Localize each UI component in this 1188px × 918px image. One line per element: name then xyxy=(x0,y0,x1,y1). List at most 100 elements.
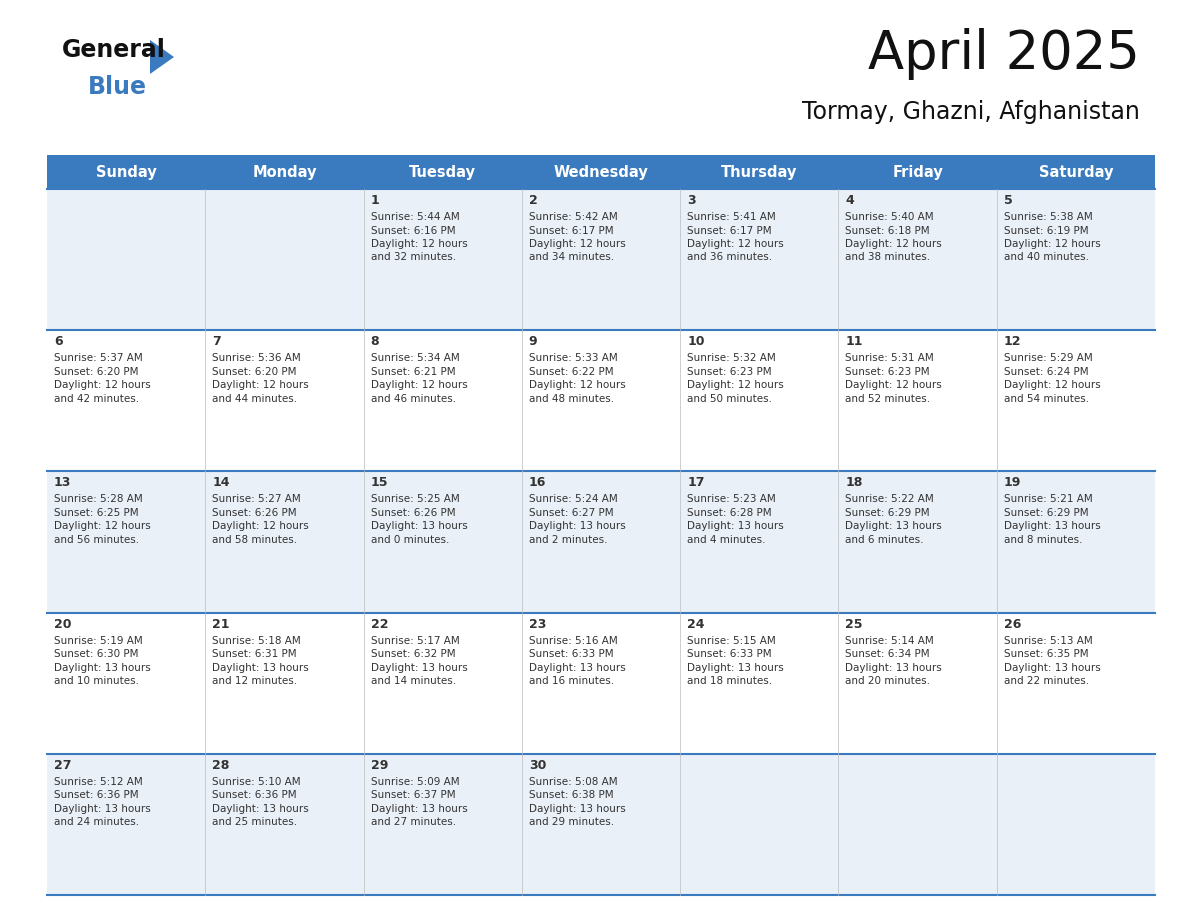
Bar xyxy=(839,330,997,472)
Bar xyxy=(997,189,1155,330)
Text: and 10 minutes.: and 10 minutes. xyxy=(53,676,139,686)
Text: Sunrise: 5:31 AM: Sunrise: 5:31 AM xyxy=(846,353,934,364)
Text: Sunrise: 5:12 AM: Sunrise: 5:12 AM xyxy=(53,777,143,787)
Text: and 50 minutes.: and 50 minutes. xyxy=(687,394,772,404)
Text: Sunset: 6:29 PM: Sunset: 6:29 PM xyxy=(1004,508,1088,518)
Text: and 54 minutes.: and 54 minutes. xyxy=(1004,394,1089,404)
Bar xyxy=(839,612,997,754)
Text: Sunrise: 5:44 AM: Sunrise: 5:44 AM xyxy=(371,212,460,222)
Text: Sunrise: 5:36 AM: Sunrise: 5:36 AM xyxy=(213,353,301,364)
Text: 19: 19 xyxy=(1004,476,1022,489)
Text: April 2025: April 2025 xyxy=(868,28,1140,80)
Text: Daylight: 13 hours: Daylight: 13 hours xyxy=(846,521,942,532)
Text: and 22 minutes.: and 22 minutes. xyxy=(1004,676,1089,686)
Text: Sunrise: 5:38 AM: Sunrise: 5:38 AM xyxy=(1004,212,1093,222)
Text: and 29 minutes.: and 29 minutes. xyxy=(529,817,614,827)
Bar xyxy=(48,472,206,612)
Text: Sunrise: 5:09 AM: Sunrise: 5:09 AM xyxy=(371,777,460,787)
Text: Blue: Blue xyxy=(88,75,147,99)
Bar xyxy=(364,155,522,189)
Text: Daylight: 13 hours: Daylight: 13 hours xyxy=(529,521,626,532)
Bar xyxy=(681,155,839,189)
Text: Sunset: 6:28 PM: Sunset: 6:28 PM xyxy=(687,508,772,518)
Bar xyxy=(206,754,364,895)
Text: Daylight: 12 hours: Daylight: 12 hours xyxy=(846,239,942,249)
Text: Sunrise: 5:29 AM: Sunrise: 5:29 AM xyxy=(1004,353,1093,364)
Text: Sunrise: 5:15 AM: Sunrise: 5:15 AM xyxy=(687,635,776,645)
Text: Sunset: 6:36 PM: Sunset: 6:36 PM xyxy=(53,790,139,800)
Bar xyxy=(364,754,522,895)
Text: and 6 minutes.: and 6 minutes. xyxy=(846,535,924,545)
Text: Tuesday: Tuesday xyxy=(409,164,476,180)
Text: 22: 22 xyxy=(371,618,388,631)
Text: Sunday: Sunday xyxy=(96,164,157,180)
Text: Sunrise: 5:13 AM: Sunrise: 5:13 AM xyxy=(1004,635,1093,645)
Text: Daylight: 13 hours: Daylight: 13 hours xyxy=(687,663,784,673)
Text: Sunrise: 5:18 AM: Sunrise: 5:18 AM xyxy=(213,635,301,645)
Text: and 56 minutes.: and 56 minutes. xyxy=(53,535,139,545)
Text: Daylight: 12 hours: Daylight: 12 hours xyxy=(846,380,942,390)
Text: 13: 13 xyxy=(53,476,71,489)
Text: 28: 28 xyxy=(213,759,229,772)
Text: Sunset: 6:25 PM: Sunset: 6:25 PM xyxy=(53,508,139,518)
Text: Daylight: 13 hours: Daylight: 13 hours xyxy=(687,521,784,532)
Text: Sunset: 6:22 PM: Sunset: 6:22 PM xyxy=(529,366,613,376)
Bar xyxy=(997,754,1155,895)
Text: Daylight: 13 hours: Daylight: 13 hours xyxy=(529,804,626,813)
Text: and 36 minutes.: and 36 minutes. xyxy=(687,252,772,263)
Text: 11: 11 xyxy=(846,335,862,348)
Text: General: General xyxy=(62,38,166,62)
Text: 2: 2 xyxy=(529,194,538,207)
Text: Daylight: 12 hours: Daylight: 12 hours xyxy=(213,521,309,532)
Bar xyxy=(206,155,364,189)
Bar xyxy=(522,472,681,612)
Bar xyxy=(522,330,681,472)
Text: Daylight: 13 hours: Daylight: 13 hours xyxy=(53,663,151,673)
Text: and 46 minutes.: and 46 minutes. xyxy=(371,394,456,404)
Text: 25: 25 xyxy=(846,618,862,631)
Text: Sunrise: 5:21 AM: Sunrise: 5:21 AM xyxy=(1004,495,1093,504)
Bar xyxy=(48,754,206,895)
Text: Sunrise: 5:34 AM: Sunrise: 5:34 AM xyxy=(371,353,460,364)
Text: Sunrise: 5:17 AM: Sunrise: 5:17 AM xyxy=(371,635,460,645)
Text: Daylight: 12 hours: Daylight: 12 hours xyxy=(687,239,784,249)
Text: 27: 27 xyxy=(53,759,71,772)
Text: Sunset: 6:18 PM: Sunset: 6:18 PM xyxy=(846,226,930,236)
Bar xyxy=(997,155,1155,189)
Text: Monday: Monday xyxy=(252,164,317,180)
Text: Sunset: 6:30 PM: Sunset: 6:30 PM xyxy=(53,649,139,659)
Text: 26: 26 xyxy=(1004,618,1022,631)
Text: Daylight: 13 hours: Daylight: 13 hours xyxy=(371,663,467,673)
Text: Sunset: 6:35 PM: Sunset: 6:35 PM xyxy=(1004,649,1088,659)
Text: and 44 minutes.: and 44 minutes. xyxy=(213,394,297,404)
Text: Daylight: 13 hours: Daylight: 13 hours xyxy=(529,663,626,673)
Text: Sunset: 6:36 PM: Sunset: 6:36 PM xyxy=(213,790,297,800)
Bar xyxy=(364,612,522,754)
Bar xyxy=(839,472,997,612)
Bar xyxy=(681,612,839,754)
Text: and 2 minutes.: and 2 minutes. xyxy=(529,535,607,545)
Text: Friday: Friday xyxy=(892,164,943,180)
Text: Sunrise: 5:32 AM: Sunrise: 5:32 AM xyxy=(687,353,776,364)
Text: and 52 minutes.: and 52 minutes. xyxy=(846,394,930,404)
Text: 3: 3 xyxy=(687,194,696,207)
Bar xyxy=(839,754,997,895)
Text: Daylight: 12 hours: Daylight: 12 hours xyxy=(53,380,151,390)
Text: Sunrise: 5:27 AM: Sunrise: 5:27 AM xyxy=(213,495,301,504)
Text: 24: 24 xyxy=(687,618,704,631)
Text: Daylight: 12 hours: Daylight: 12 hours xyxy=(213,380,309,390)
Text: Sunrise: 5:22 AM: Sunrise: 5:22 AM xyxy=(846,495,934,504)
Text: and 12 minutes.: and 12 minutes. xyxy=(213,676,297,686)
Text: and 42 minutes.: and 42 minutes. xyxy=(53,394,139,404)
Text: Sunset: 6:37 PM: Sunset: 6:37 PM xyxy=(371,790,455,800)
Text: Daylight: 13 hours: Daylight: 13 hours xyxy=(1004,663,1100,673)
Text: 21: 21 xyxy=(213,618,229,631)
Text: Daylight: 13 hours: Daylight: 13 hours xyxy=(213,663,309,673)
Text: Sunset: 6:33 PM: Sunset: 6:33 PM xyxy=(687,649,772,659)
Text: Daylight: 12 hours: Daylight: 12 hours xyxy=(371,380,467,390)
Text: 4: 4 xyxy=(846,194,854,207)
Text: 16: 16 xyxy=(529,476,546,489)
Text: 23: 23 xyxy=(529,618,546,631)
Bar xyxy=(206,330,364,472)
Text: and 40 minutes.: and 40 minutes. xyxy=(1004,252,1088,263)
